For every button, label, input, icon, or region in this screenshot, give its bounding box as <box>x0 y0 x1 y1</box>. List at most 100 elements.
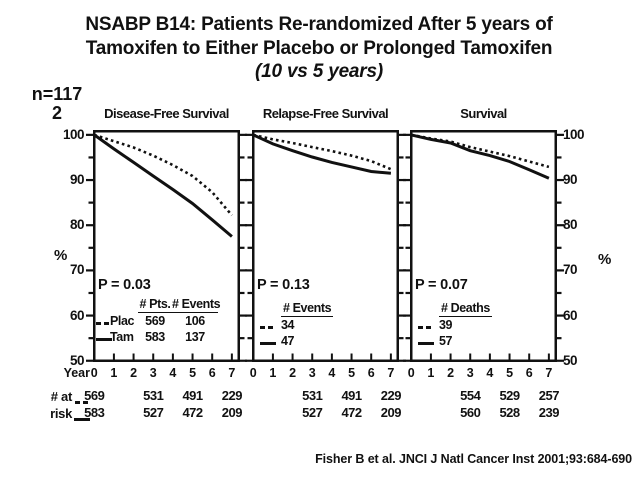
y-axis-label-right: 70 <box>563 262 578 278</box>
x-tick-label-survival: 3 <box>466 366 474 380</box>
legend-row: 39 <box>418 317 492 333</box>
at-risk-placebo: 529 <box>499 388 520 403</box>
at-risk-tamoxifen: 527 <box>143 405 164 420</box>
solid-line-marker <box>74 418 90 421</box>
x-tick-label-survival: 6 <box>525 366 533 380</box>
x-tick-label-relapse-free-survival: 6 <box>367 366 375 380</box>
y-axis-label-left: 70 <box>69 262 85 278</box>
x-tick-label-relapse-free-survival: 5 <box>348 366 356 380</box>
x-tick-label-disease-free-survival: 4 <box>169 366 177 380</box>
at-risk-tamoxifen: 527 <box>302 405 323 420</box>
legend-row: Plac 569 106 <box>96 313 218 329</box>
n-count-line2: 2 <box>51 103 62 123</box>
p-value-relapse-free-survival: P = 0.13 <box>257 277 310 293</box>
at-risk-placebo: 229 <box>221 388 243 403</box>
at-risk-row1-marker <box>75 391 88 409</box>
legend-label: Tam <box>110 330 134 344</box>
slide-title-line1: NSABP B14: Patients Re-randomized After … <box>85 14 553 35</box>
y-axis-label-right: 80 <box>563 217 578 233</box>
dotted-line-marker <box>96 322 109 325</box>
x-tick-label-relapse-free-survival: 7 <box>387 366 395 380</box>
x-axis-label: Year <box>63 366 90 380</box>
at-risk-tamoxifen: 239 <box>538 405 560 420</box>
panel-title-relapse-free-survival: Relapse-Free Survival <box>262 106 389 121</box>
y-axis-label-right: 90 <box>563 172 578 188</box>
n-count-label: n=117 2 <box>26 85 88 123</box>
at-risk-placebo: 531 <box>302 388 323 403</box>
curve-placebo-disease-free-survival <box>93 133 233 217</box>
legend-value: 34 <box>281 318 295 332</box>
legend-header: # Events <box>172 297 221 313</box>
legend-value: 583 <box>145 330 165 344</box>
x-tick-label-disease-free-survival: 6 <box>208 366 216 380</box>
legend-survival: # Deaths 39 57 <box>418 300 492 349</box>
x-tick-label-survival: 1 <box>427 366 435 380</box>
at-risk-row2-marker <box>74 408 90 426</box>
x-tick-label-relapse-free-survival: 4 <box>328 366 336 380</box>
plot-border-disease-free-survival <box>93 130 240 362</box>
at-risk-tamoxifen: 209 <box>380 405 402 420</box>
y-axis-unit-right: % <box>598 251 612 269</box>
at-risk-tamoxifen: 528 <box>499 405 520 420</box>
y-axis-label-left: 60 <box>69 307 85 323</box>
y-axis-label-left: 50 <box>69 352 85 368</box>
y-axis-label-left: 100 <box>62 126 85 142</box>
plot-border-relapse-free-survival <box>252 130 399 362</box>
legend-label: Plac <box>110 314 135 328</box>
at-risk-placebo: 257 <box>538 388 560 403</box>
solid-line-marker <box>96 338 112 341</box>
legend-header-row: # Events <box>281 300 334 317</box>
legend-header: # Events <box>281 301 334 317</box>
curve-placebo-relapse-free-survival <box>253 133 392 171</box>
x-tick-label-survival: 4 <box>486 366 494 380</box>
y-axis-unit-left: % <box>54 246 68 264</box>
solid-line-marker <box>260 342 276 345</box>
dotted-line-marker <box>418 326 431 329</box>
legend-row: 34 <box>260 317 333 333</box>
x-tick-label-disease-free-survival: 3 <box>149 366 157 380</box>
legend-header: # Pts. <box>138 297 172 313</box>
y-axis-label-left: 90 <box>69 172 85 188</box>
legend-value: 57 <box>439 334 453 348</box>
at-risk-tamoxifen: 472 <box>182 405 203 420</box>
curve-tamoxifen-relapse-free-survival <box>252 133 392 175</box>
at-risk-row2-label: risk <box>50 406 72 421</box>
legend-value: 569 <box>145 314 165 328</box>
x-tick-label-survival: 5 <box>506 366 514 380</box>
x-tick-label-survival: 2 <box>447 366 455 380</box>
legend-header-row: # Pts. # Events <box>138 296 221 313</box>
at-risk-tamoxifen: 583 <box>84 405 105 420</box>
at-risk-placebo: 531 <box>143 388 164 403</box>
legend-header-row: # Deaths <box>439 300 492 317</box>
y-axis-label-right: 60 <box>563 307 578 323</box>
plot-border-survival <box>410 130 557 362</box>
dotted-line-marker <box>260 326 273 329</box>
slide-title-line3: (10 vs 5 years) <box>255 61 383 82</box>
chart-survival <box>403 130 564 362</box>
legend-row: Tam 583 137 <box>96 329 218 345</box>
at-risk-row1-label: # at <box>50 389 73 404</box>
panel-title-survival: Survival <box>460 106 507 121</box>
curve-tamoxifen-disease-free-survival <box>93 133 233 238</box>
at-risk-tamoxifen: 560 <box>460 405 481 420</box>
legend-row: 57 <box>418 333 492 349</box>
slide-title-line2: Tamoxifen to Either Placebo or Prolonged… <box>85 37 553 59</box>
x-tick-label-disease-free-survival: 7 <box>228 366 236 380</box>
x-tick-label-relapse-free-survival: 0 <box>249 366 257 380</box>
y-axis-label-right: 100 <box>563 126 585 142</box>
legend-value: 39 <box>439 318 453 332</box>
p-value-disease-free-survival: P = 0.03 <box>98 277 151 293</box>
dotted-line-marker <box>75 401 88 404</box>
slide-title: NSABP B14: Patients Re-randomized After … <box>30 13 608 84</box>
legend-header: # Deaths <box>439 301 492 317</box>
x-tick-label-disease-free-survival: 1 <box>110 366 118 380</box>
at-risk-tamoxifen: 472 <box>341 405 362 420</box>
x-tick-label-relapse-free-survival: 3 <box>308 366 316 380</box>
at-risk-placebo: 229 <box>380 388 402 403</box>
legend-value: 137 <box>185 330 205 344</box>
y-axis-label-right: 50 <box>563 352 578 368</box>
p-value-survival: P = 0.07 <box>415 277 468 293</box>
solid-line-marker <box>418 342 434 345</box>
at-risk-placebo: 569 <box>84 388 105 403</box>
